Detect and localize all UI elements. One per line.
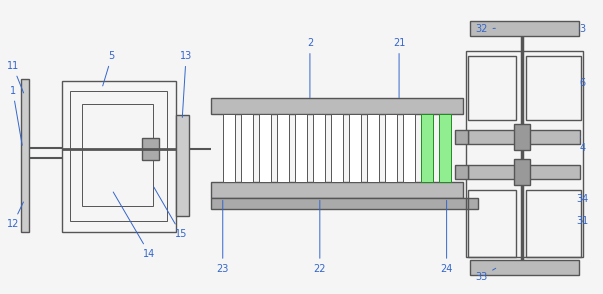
Bar: [455, 165, 469, 179]
Bar: [223, 114, 235, 182]
Text: 33: 33: [475, 268, 496, 282]
Bar: [21, 79, 28, 232]
Bar: [349, 114, 361, 182]
Bar: [469, 130, 580, 144]
Text: 15: 15: [154, 187, 188, 239]
Bar: [70, 91, 167, 221]
Bar: [469, 190, 516, 257]
Bar: [211, 182, 464, 198]
Bar: [526, 190, 581, 257]
Bar: [526, 56, 581, 120]
Bar: [470, 260, 579, 275]
Text: 14: 14: [113, 192, 156, 259]
Text: 13: 13: [180, 51, 192, 118]
Text: 21: 21: [393, 38, 405, 98]
Bar: [277, 114, 289, 182]
Bar: [440, 114, 452, 182]
Bar: [455, 130, 469, 144]
Text: 12: 12: [7, 202, 24, 229]
Bar: [62, 81, 176, 232]
Text: 32: 32: [475, 24, 495, 34]
Bar: [470, 21, 579, 36]
Bar: [514, 124, 530, 150]
Bar: [259, 114, 271, 182]
Text: 6: 6: [579, 78, 586, 88]
Bar: [176, 115, 189, 216]
Text: 11: 11: [7, 61, 24, 93]
Bar: [142, 138, 159, 160]
Bar: [421, 114, 434, 182]
Text: 5: 5: [103, 51, 115, 86]
Bar: [467, 51, 583, 257]
Text: 31: 31: [576, 216, 589, 226]
Text: 24: 24: [440, 200, 453, 274]
Bar: [514, 159, 530, 185]
Bar: [82, 104, 153, 206]
Bar: [295, 114, 307, 182]
Text: 23: 23: [216, 200, 229, 274]
Bar: [469, 56, 516, 120]
Bar: [211, 98, 464, 114]
Bar: [211, 198, 478, 209]
Bar: [385, 114, 397, 182]
Text: 34: 34: [576, 195, 589, 205]
Text: 3: 3: [579, 24, 586, 34]
Bar: [313, 114, 325, 182]
Bar: [241, 114, 253, 182]
Bar: [403, 114, 415, 182]
Text: 1: 1: [10, 86, 22, 145]
Bar: [469, 165, 580, 179]
Text: 22: 22: [314, 200, 326, 274]
Bar: [331, 114, 343, 182]
Text: 2: 2: [307, 38, 313, 98]
Bar: [367, 114, 379, 182]
Text: 4: 4: [579, 137, 586, 153]
